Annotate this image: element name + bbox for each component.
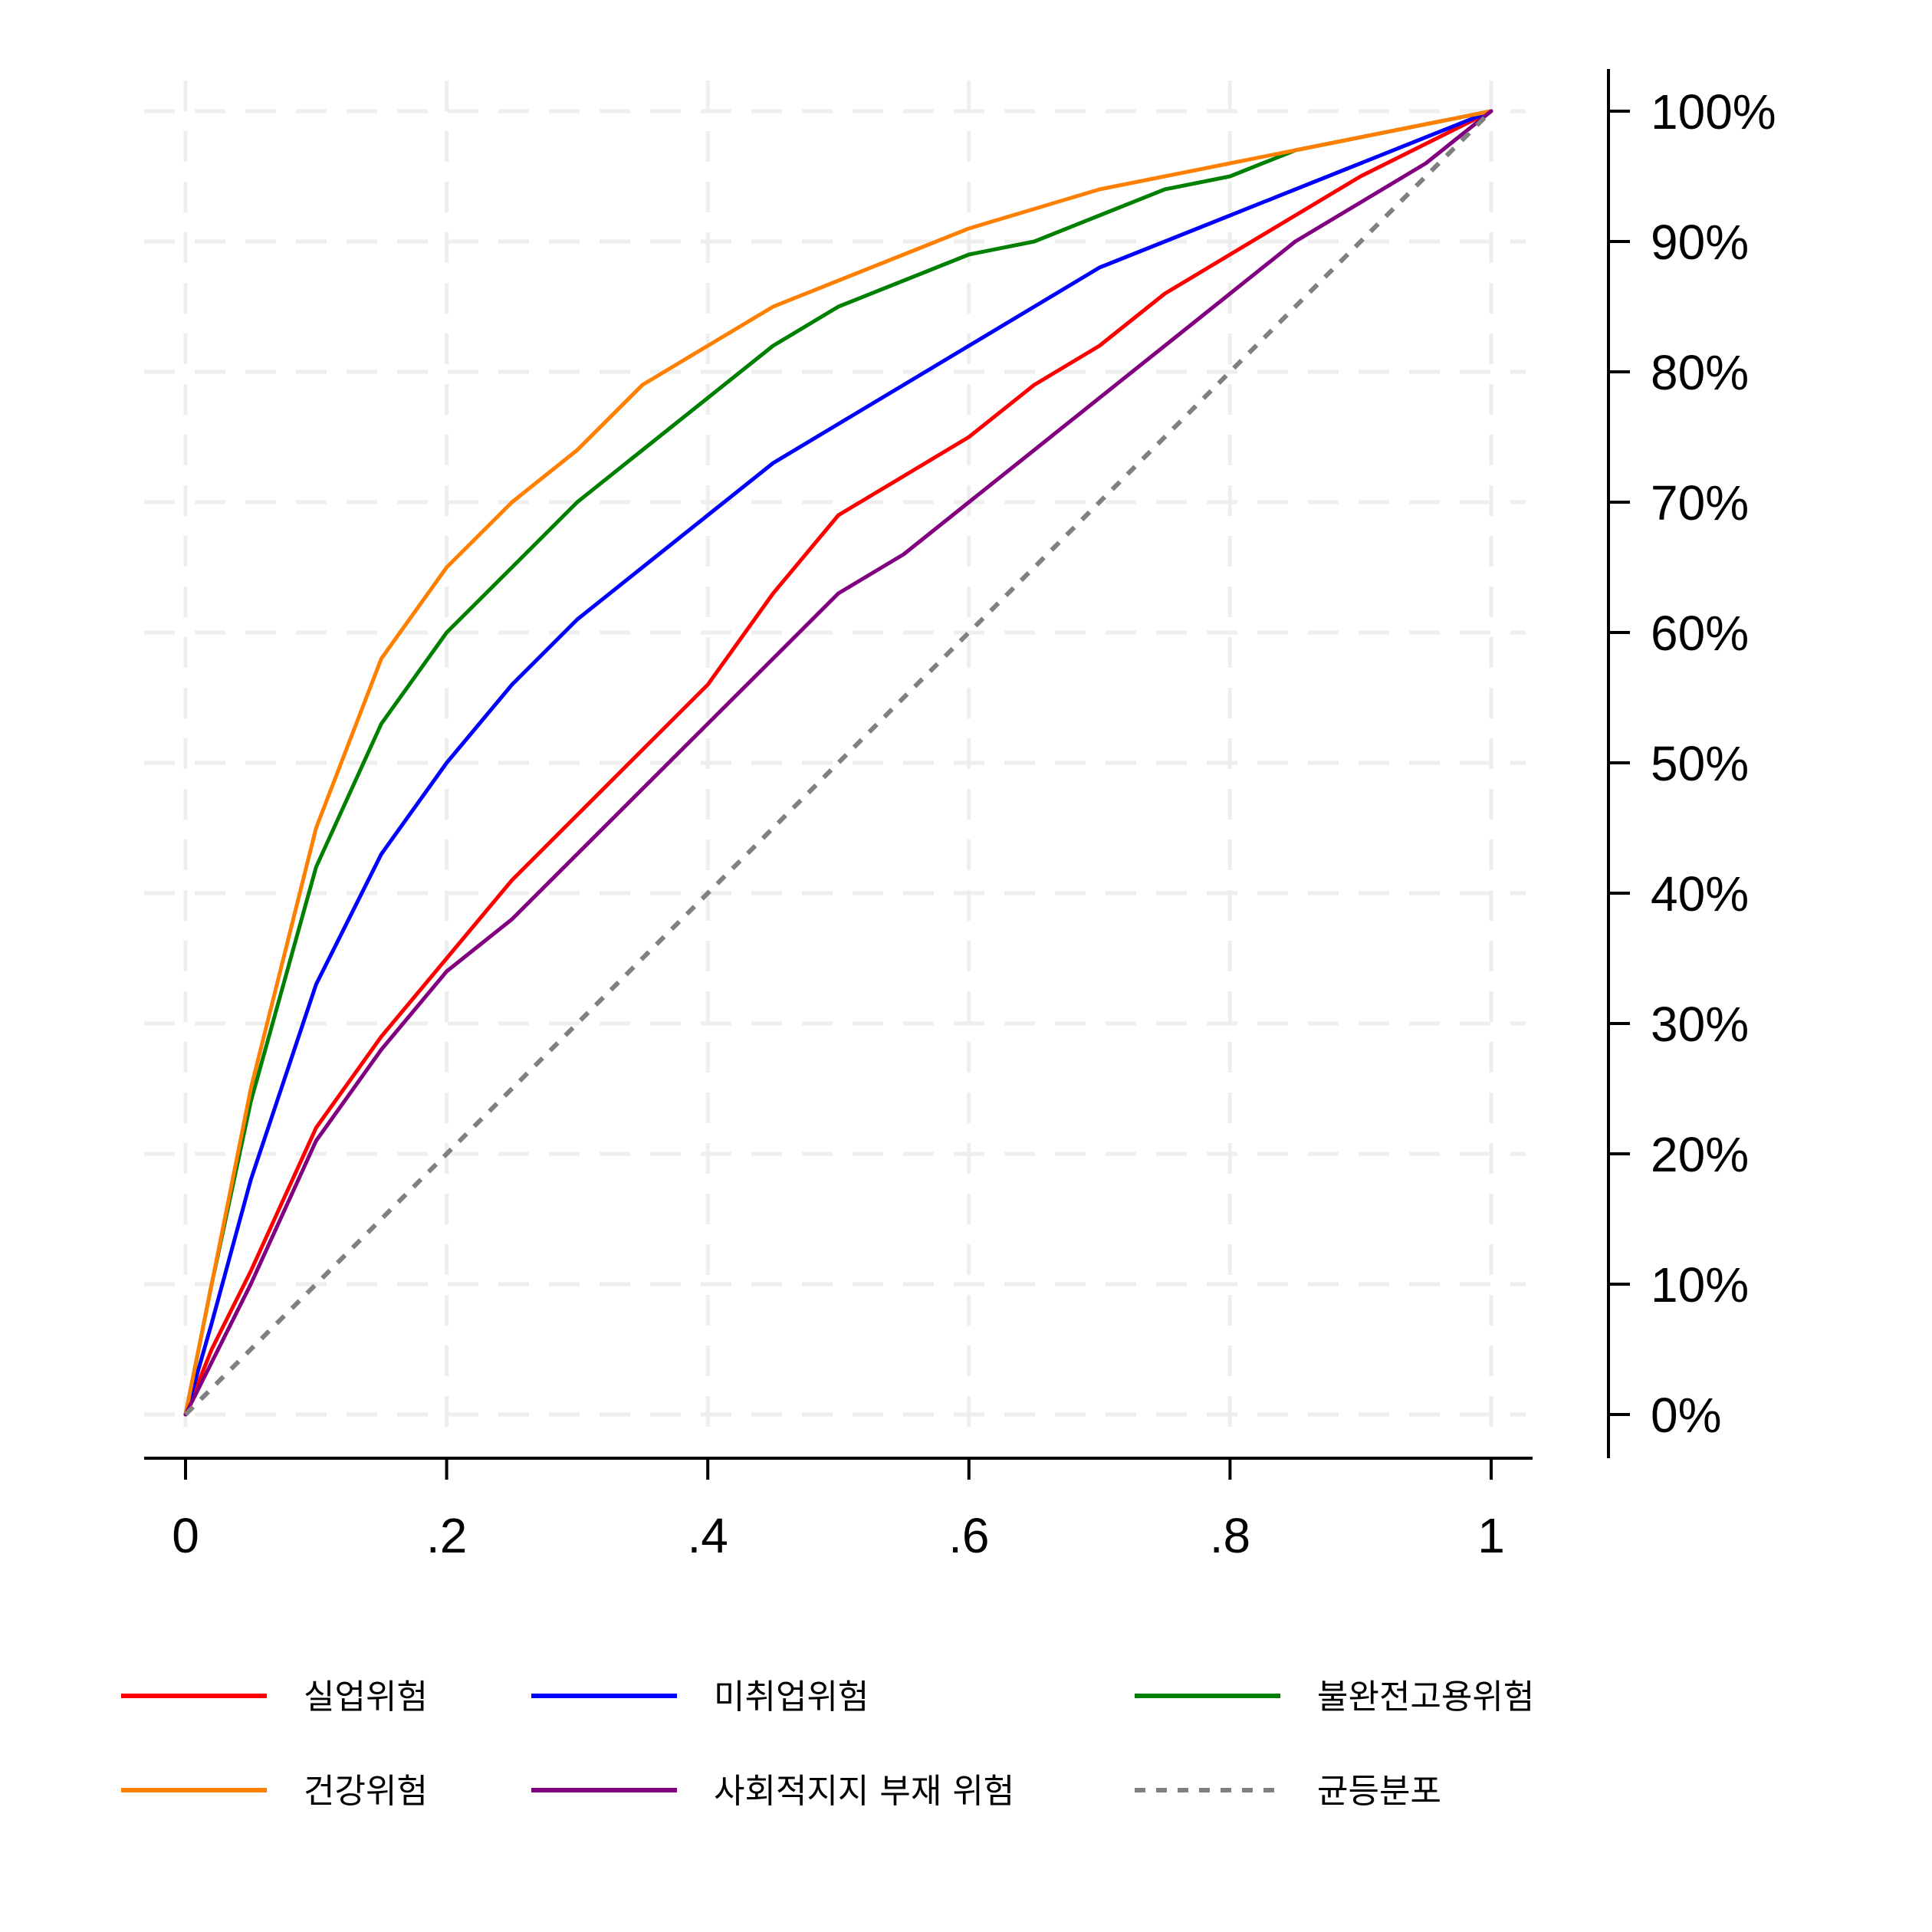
legend-item: 건강위험 (121, 1772, 428, 1811)
legend-label: 균등분포 (1317, 1772, 1441, 1811)
legend-label: 사회적지지 부재 위험 (714, 1772, 1014, 1811)
legend-label: 미취업위험 (714, 1677, 869, 1717)
grid (144, 80, 1526, 1441)
y-tick-label: 20% (1651, 1127, 1749, 1182)
legend-item: 사회적지지 부재 위험 (531, 1772, 1014, 1811)
x-tick-label: 0 (172, 1508, 199, 1563)
series-line-2 (183, 109, 1493, 1417)
legend-label: 건강위험 (304, 1772, 428, 1811)
x-tick-label: .4 (688, 1508, 728, 1563)
series-line-3 (183, 109, 1493, 1417)
y-tick-label: 80% (1651, 345, 1749, 400)
y-tick-label: 60% (1651, 606, 1749, 661)
y-tick-label: 40% (1651, 866, 1749, 922)
legend-item: 불완전고용위험 (1135, 1677, 1534, 1717)
legend-item: 균등분포 (1135, 1772, 1441, 1811)
x-tick-label: 1 (1477, 1508, 1505, 1563)
x-tick-label: .8 (1210, 1508, 1250, 1563)
legend-item: 실업위험 (121, 1677, 428, 1717)
x-tick-label: .2 (426, 1508, 467, 1563)
y-tick-label: 0% (1651, 1388, 1722, 1443)
legend-label: 불완전고용위험 (1317, 1677, 1534, 1717)
series-lines (183, 109, 1493, 1417)
y-tick-label: 90% (1651, 215, 1749, 270)
legend-label: 실업위험 (304, 1677, 428, 1717)
y-tick-label: 70% (1651, 475, 1749, 531)
y-tick-label: 50% (1651, 736, 1749, 791)
series-line-1 (183, 109, 1493, 1417)
legend-item: 미취업위험 (531, 1677, 869, 1717)
series-line-5 (183, 109, 1493, 1417)
x-tick-label: .6 (948, 1508, 989, 1563)
y-tick-label: 100% (1651, 84, 1776, 140)
series-line-4 (183, 109, 1493, 1417)
y-tick-label: 30% (1651, 997, 1749, 1052)
axes: 0.2.4.6.8 10%10%20%30%40%50%60%70%80%90%1… (144, 69, 1776, 1563)
y-tick-label: 10% (1651, 1257, 1749, 1313)
